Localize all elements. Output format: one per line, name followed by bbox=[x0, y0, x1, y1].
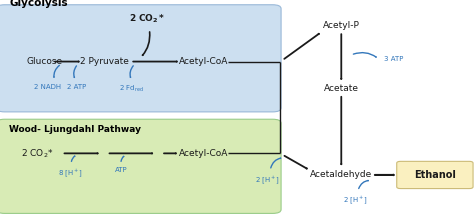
Text: Glycolysis: Glycolysis bbox=[9, 0, 68, 8]
FancyBboxPatch shape bbox=[0, 5, 281, 112]
Text: Wood- Ljungdahl Pathway: Wood- Ljungdahl Pathway bbox=[9, 125, 141, 134]
Text: 3 ATP: 3 ATP bbox=[384, 56, 403, 62]
Text: Ethanol: Ethanol bbox=[414, 170, 456, 180]
Text: Acetyl-P: Acetyl-P bbox=[323, 21, 360, 30]
Text: ATP: ATP bbox=[115, 167, 127, 173]
Text: Acetyl-CoA: Acetyl-CoA bbox=[179, 149, 228, 158]
Text: $\bf{2\ CO_2*}$: $\bf{2\ CO_2*}$ bbox=[129, 12, 165, 25]
Text: 2 ATP: 2 ATP bbox=[67, 84, 86, 90]
FancyBboxPatch shape bbox=[397, 161, 473, 189]
Text: 2 Pyruvate: 2 Pyruvate bbox=[80, 57, 129, 66]
Text: 8 [H$^+$]: 8 [H$^+$] bbox=[58, 167, 82, 179]
Text: Acetaldehyde: Acetaldehyde bbox=[310, 170, 373, 179]
Text: 2 [H$^+$]: 2 [H$^+$] bbox=[255, 174, 280, 186]
Text: 2 CO$_2$*: 2 CO$_2$* bbox=[21, 147, 54, 160]
Text: Acetate: Acetate bbox=[324, 84, 359, 93]
Text: 2 Fd$_{\rm red}$: 2 Fd$_{\rm red}$ bbox=[119, 84, 144, 94]
Text: Acetyl-CoA: Acetyl-CoA bbox=[179, 57, 228, 66]
FancyBboxPatch shape bbox=[0, 119, 281, 213]
Text: 2 NADH: 2 NADH bbox=[34, 84, 61, 90]
Text: Glucose: Glucose bbox=[26, 57, 62, 66]
Text: 2 [H$^+$]: 2 [H$^+$] bbox=[343, 194, 368, 206]
